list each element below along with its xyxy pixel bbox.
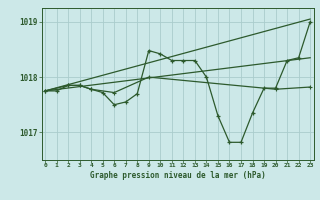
X-axis label: Graphe pression niveau de la mer (hPa): Graphe pression niveau de la mer (hPa) xyxy=(90,171,266,180)
